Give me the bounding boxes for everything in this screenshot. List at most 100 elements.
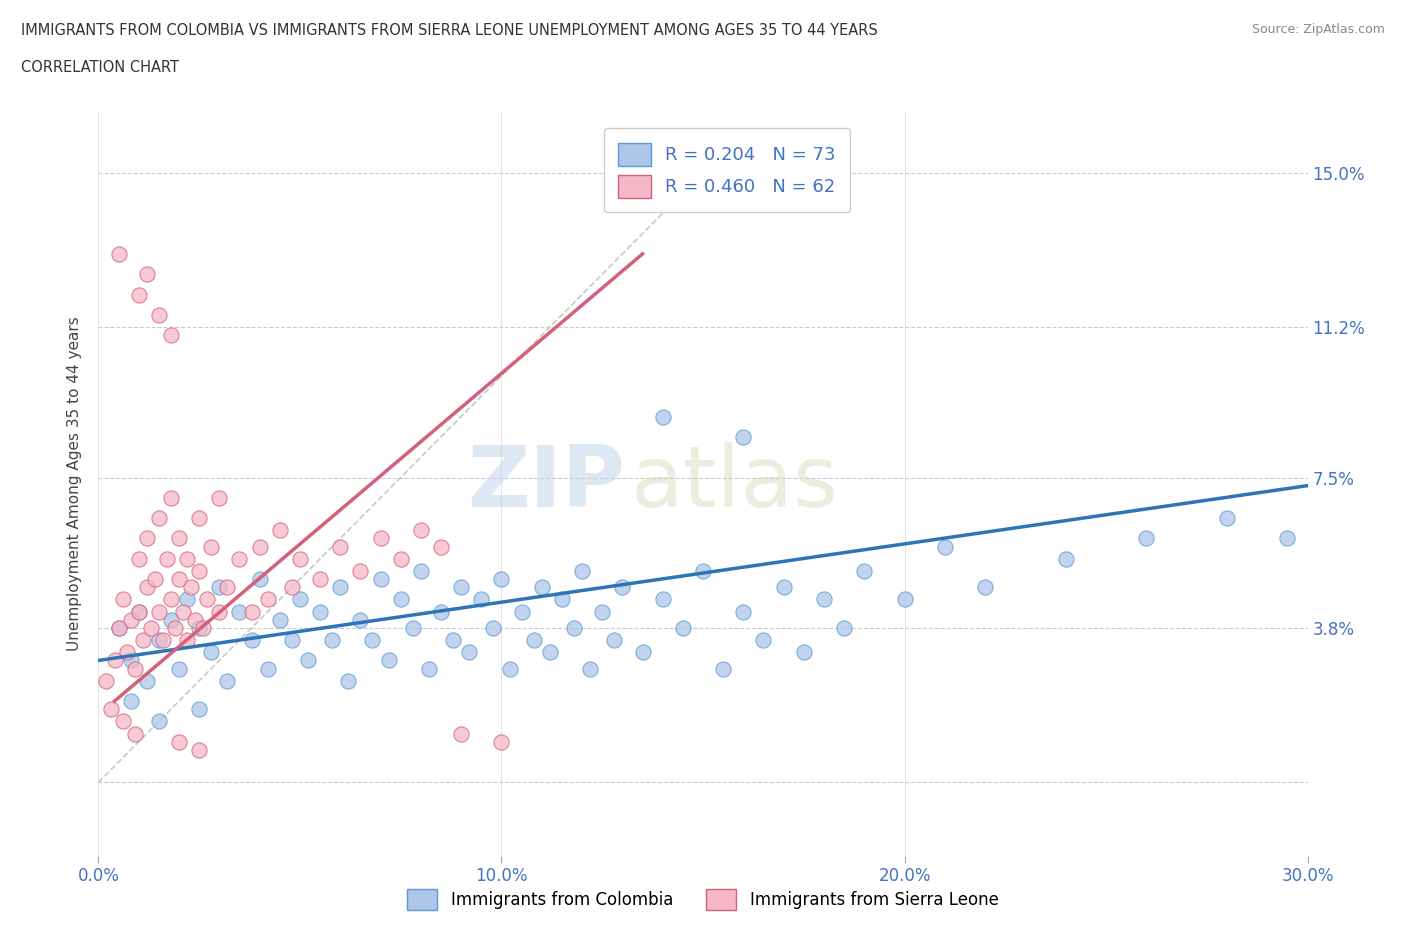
Point xyxy=(498,661,520,676)
Point xyxy=(1277,531,1299,546)
Point xyxy=(370,572,392,587)
Point xyxy=(853,564,876,578)
Point xyxy=(297,653,319,668)
Point xyxy=(139,620,162,635)
Point xyxy=(793,644,815,659)
Point xyxy=(538,644,561,659)
Point xyxy=(418,661,440,676)
Point xyxy=(309,604,332,619)
Point xyxy=(337,673,360,688)
Point xyxy=(389,592,412,607)
Point xyxy=(631,644,654,659)
Point xyxy=(240,604,263,619)
Point xyxy=(450,726,472,741)
Point xyxy=(217,579,239,594)
Point xyxy=(329,539,352,554)
Point xyxy=(167,735,190,750)
Point xyxy=(733,430,755,445)
Point xyxy=(184,612,207,627)
Point xyxy=(651,592,673,607)
Point xyxy=(200,644,222,659)
Point xyxy=(256,592,278,607)
Point xyxy=(458,644,481,659)
Point xyxy=(128,287,150,302)
Point xyxy=(281,632,304,647)
Point xyxy=(100,702,122,717)
Point xyxy=(571,564,593,578)
Text: atlas: atlas xyxy=(630,442,838,525)
Point xyxy=(523,632,546,647)
Point xyxy=(288,592,311,607)
Text: IMMIGRANTS FROM COLOMBIA VS IMMIGRANTS FROM SIERRA LEONE UNEMPLOYMENT AMONG AGES: IMMIGRANTS FROM COLOMBIA VS IMMIGRANTS F… xyxy=(21,23,877,38)
Point xyxy=(470,592,492,607)
Point xyxy=(832,620,855,635)
Point xyxy=(579,661,602,676)
Point xyxy=(974,579,997,594)
Text: ZIP: ZIP xyxy=(467,442,624,525)
Point xyxy=(551,592,574,607)
Point xyxy=(188,742,211,757)
Point xyxy=(672,620,695,635)
Point xyxy=(135,673,157,688)
Point xyxy=(120,694,142,709)
Point xyxy=(188,620,211,635)
Point xyxy=(450,579,472,594)
Point xyxy=(813,592,835,607)
Point xyxy=(176,592,198,607)
Legend: R = 0.204   N = 73, R = 0.460   N = 62: R = 0.204 N = 73, R = 0.460 N = 62 xyxy=(605,128,851,212)
Point xyxy=(603,632,626,647)
Text: CORRELATION CHART: CORRELATION CHART xyxy=(21,60,179,75)
Point xyxy=(148,604,170,619)
Point xyxy=(107,246,129,261)
Point xyxy=(188,702,211,717)
Point xyxy=(120,653,142,668)
Point xyxy=(115,644,138,659)
Point xyxy=(172,604,194,619)
Point xyxy=(135,531,157,546)
Point xyxy=(402,620,425,635)
Point xyxy=(132,632,155,647)
Point xyxy=(200,539,222,554)
Point xyxy=(510,604,533,619)
Point xyxy=(152,632,174,647)
Point xyxy=(160,327,183,342)
Point xyxy=(482,620,505,635)
Point xyxy=(167,531,190,546)
Point xyxy=(228,604,250,619)
Point xyxy=(160,490,183,505)
Point xyxy=(176,632,198,647)
Point xyxy=(692,564,714,578)
Point xyxy=(249,539,271,554)
Point xyxy=(124,661,146,676)
Legend: Immigrants from Colombia, Immigrants from Sierra Leone: Immigrants from Colombia, Immigrants fro… xyxy=(401,883,1005,917)
Point xyxy=(772,579,794,594)
Point xyxy=(530,579,553,594)
Point xyxy=(491,735,513,750)
Point xyxy=(160,612,183,627)
Point xyxy=(591,604,613,619)
Point xyxy=(612,579,634,594)
Point xyxy=(321,632,343,647)
Point xyxy=(349,612,371,627)
Point xyxy=(148,511,170,525)
Point xyxy=(103,653,125,668)
Point xyxy=(143,572,166,587)
Point xyxy=(176,551,198,566)
Point xyxy=(249,572,271,587)
Point xyxy=(193,620,215,635)
Point xyxy=(1216,511,1239,525)
Point xyxy=(160,592,183,607)
Point xyxy=(188,564,211,578)
Point xyxy=(208,579,231,594)
Point xyxy=(281,579,304,594)
Point xyxy=(441,632,464,647)
Point xyxy=(934,539,956,554)
Point xyxy=(167,661,190,676)
Point xyxy=(120,612,142,627)
Point xyxy=(1135,531,1157,546)
Point xyxy=(107,620,129,635)
Point xyxy=(651,409,673,424)
Point xyxy=(208,604,231,619)
Point xyxy=(156,551,179,566)
Point xyxy=(288,551,311,566)
